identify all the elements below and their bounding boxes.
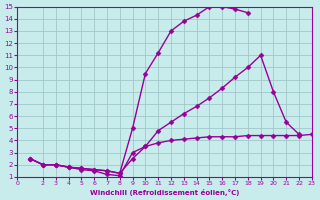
X-axis label: Windchill (Refroidissement éolien,°C): Windchill (Refroidissement éolien,°C) <box>90 189 239 196</box>
